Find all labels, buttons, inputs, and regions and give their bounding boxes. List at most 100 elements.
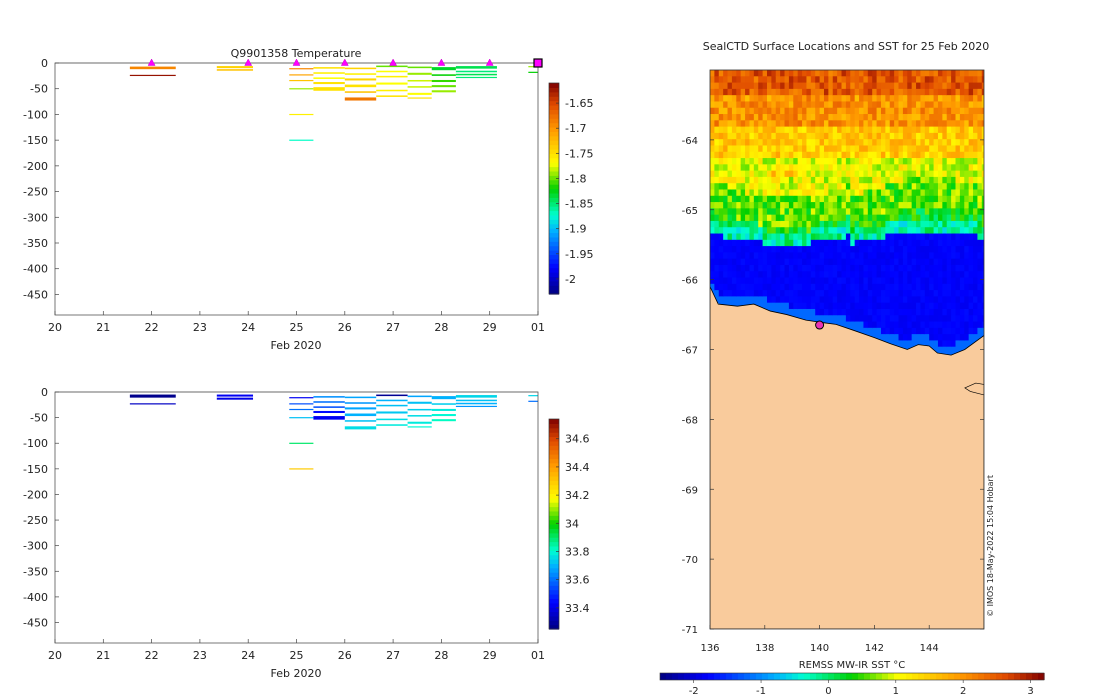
sst-colorbar-cell [996, 673, 1003, 680]
sst-cell [788, 145, 794, 153]
sst-cell [780, 101, 786, 109]
sst-cell [924, 126, 930, 134]
sst-colorbar-cell [750, 673, 757, 680]
sst-cell [710, 283, 715, 291]
sst-cell [837, 164, 843, 172]
sst-cell [964, 227, 970, 235]
sst-cell [753, 195, 759, 203]
sst-cell [714, 283, 720, 291]
colorbar-cell [549, 563, 559, 569]
sst-cell [959, 202, 965, 209]
sst-cell [902, 164, 908, 172]
sst-cell [828, 70, 834, 77]
sst-cell [894, 101, 900, 109]
sst-cell [841, 302, 847, 310]
sst-cell [823, 239, 829, 247]
data-segment [216, 394, 254, 397]
sst-cell [784, 82, 790, 90]
sst-colorbar-cell [780, 673, 787, 680]
sst-cell [981, 114, 984, 121]
sst-cell [762, 76, 768, 84]
sst-cell [723, 183, 729, 190]
sst-cell [933, 114, 939, 121]
sst-colorbar-cell [1002, 673, 1009, 680]
sst-cell [854, 283, 860, 291]
sst-cell [959, 252, 965, 260]
sst-cell [872, 233, 878, 241]
sst-cell [942, 176, 948, 184]
sst-cell [863, 120, 869, 128]
sst-cell [850, 82, 856, 90]
sst-cell [977, 139, 983, 146]
sst-cell [819, 296, 825, 304]
sst-cell [797, 145, 803, 153]
sst-cell [854, 139, 860, 146]
sst-cell [946, 258, 952, 266]
sst-cell [819, 70, 825, 77]
sst-cell [718, 290, 724, 297]
sst-cell [977, 95, 983, 102]
sst-cell [885, 120, 891, 128]
data-segment [313, 82, 345, 85]
sst-cell [911, 264, 917, 272]
sst-cell [885, 214, 891, 222]
sst-cell [933, 227, 939, 235]
sst-cell [837, 151, 843, 159]
sst-cell [837, 315, 843, 323]
sst-cell [907, 88, 913, 96]
sst-cell [933, 139, 939, 146]
sst-cell [837, 195, 843, 203]
sst-cell [872, 132, 878, 140]
sst-cell [823, 252, 829, 260]
sst-cell [841, 233, 847, 241]
sst-cell [880, 170, 886, 178]
sst-cell [951, 315, 957, 323]
sst-cell [946, 76, 952, 84]
sst-cell [771, 195, 777, 203]
sst-cell [924, 183, 930, 190]
sst-cell [977, 82, 983, 90]
x-tick-label: 23 [193, 649, 207, 662]
sst-cell [727, 95, 733, 102]
sst-cell [964, 145, 970, 153]
sst-cell [968, 252, 974, 260]
sst-colorbar-cell [972, 673, 979, 680]
temperature-segments [55, 62, 538, 141]
sst-cell [802, 220, 807, 228]
sst-cell [937, 283, 943, 291]
sst-cell [942, 88, 948, 96]
sst-cell [876, 95, 882, 102]
sst-cell [876, 321, 882, 329]
sst-cell [964, 252, 970, 260]
sst-cell [902, 220, 908, 228]
data-segment [313, 401, 345, 403]
sst-cell [859, 208, 864, 216]
sst-cell [924, 208, 930, 216]
sst-cell [929, 277, 935, 285]
sst-cell [828, 227, 834, 235]
sst-cell [924, 189, 930, 197]
sst-cell [937, 327, 943, 335]
sst-cell [841, 164, 847, 172]
sst-cell [780, 302, 786, 310]
sst-cell [929, 202, 935, 209]
sst-cell [723, 126, 729, 134]
sst-cell [758, 246, 764, 253]
sst-cell [977, 246, 983, 253]
colorbar-cell [549, 166, 559, 172]
sst-cell [937, 239, 943, 247]
sst-cell [788, 227, 794, 235]
sst-cell [907, 290, 913, 297]
sst-cell [924, 327, 930, 335]
sst-cell [749, 88, 755, 96]
sst-cell [977, 88, 983, 96]
sst-cell [810, 95, 816, 102]
sst-cell [797, 208, 803, 216]
sst-cell [929, 308, 935, 316]
sst-cell [854, 170, 860, 178]
sst-cell [951, 114, 957, 121]
sst-cell [802, 158, 807, 165]
sst-cell [916, 183, 921, 190]
sst-cell [714, 82, 720, 90]
sst-cell [793, 151, 799, 159]
